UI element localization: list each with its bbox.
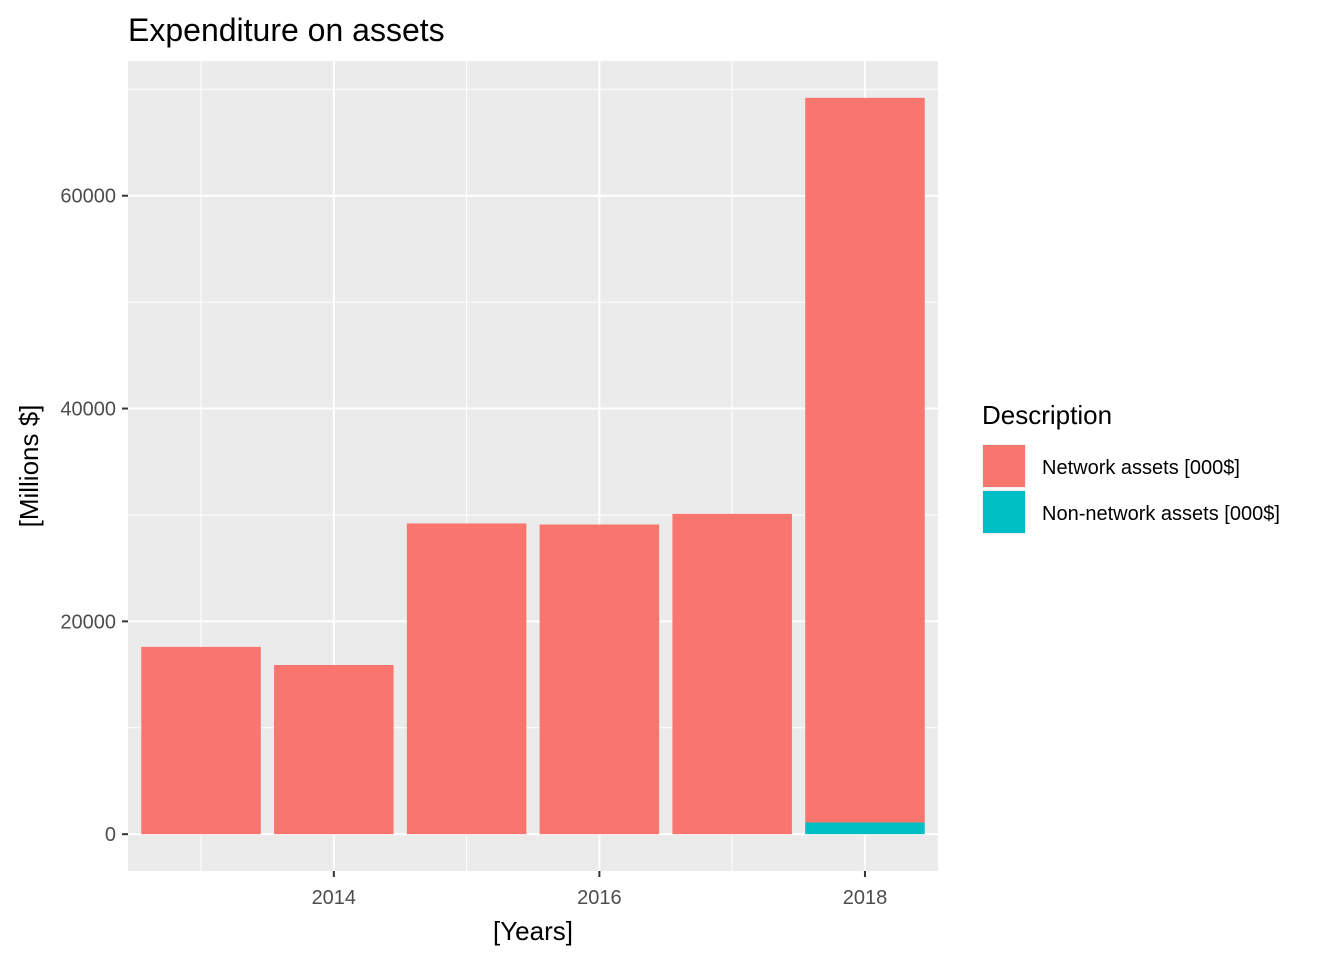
legend-label: Network assets [000$]: [1042, 457, 1240, 479]
x-tick-label: 2014: [312, 887, 357, 909]
bar: [672, 513, 792, 835]
chart-title: Expenditure on assets: [128, 12, 445, 48]
x-axis-title: [Years]: [493, 916, 573, 946]
legend-swatch: [983, 445, 1025, 487]
y-tick-label: 40000: [60, 399, 116, 421]
legend-title: Description: [982, 400, 1112, 430]
y-axis-title: [Millions $]: [14, 405, 44, 528]
bar: [141, 646, 261, 835]
bars: [141, 97, 925, 835]
x-tick-label: 2016: [577, 887, 622, 909]
legend: Description Network assets [000$] Non-net…: [982, 400, 1280, 534]
bar: [406, 523, 527, 835]
bar: [805, 822, 925, 835]
bar: [274, 664, 394, 835]
legend-label: Non-network assets [000$]: [1042, 503, 1280, 525]
x-tick-label: 2018: [843, 887, 888, 909]
y-tick-label: 60000: [60, 186, 116, 208]
legend-swatch: [983, 491, 1025, 533]
bar: [539, 524, 660, 835]
y-axis: 0 20000 40000 60000: [60, 186, 128, 846]
x-axis: 2014 2016 2018: [312, 871, 888, 909]
y-tick-label: 20000: [60, 611, 116, 633]
bar: [805, 97, 925, 823]
y-tick-label: 0: [105, 824, 116, 846]
